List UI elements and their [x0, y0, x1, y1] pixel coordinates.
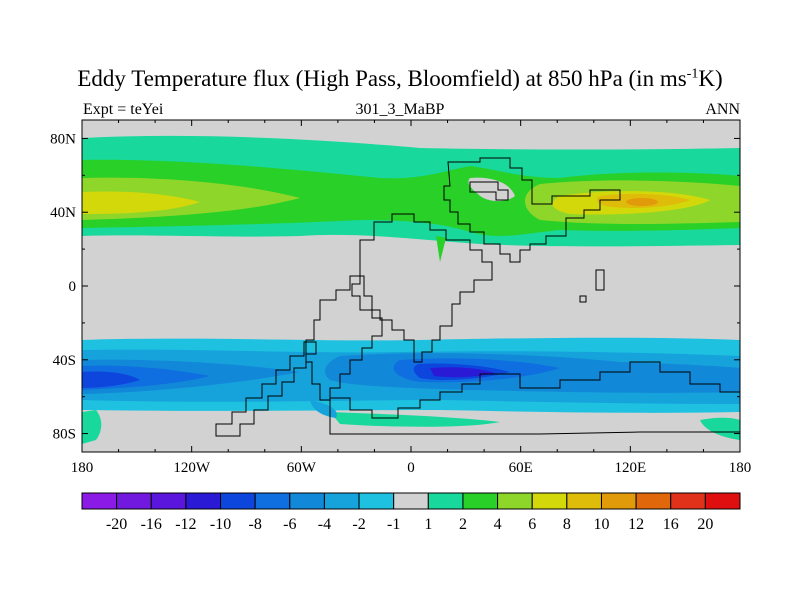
colorbar-swatch — [323, 492, 360, 510]
colorbar-label: -6 — [283, 516, 296, 533]
y-tick-label: 40S — [53, 353, 76, 369]
sh-band-m10 — [430, 367, 495, 378]
africa-outline — [351, 213, 493, 363]
y-tick-label: 80S — [53, 427, 76, 443]
colorbar-swatch — [289, 492, 325, 510]
colorbar-swatch — [531, 492, 568, 510]
colorbar-label: 2 — [459, 516, 467, 533]
colorbar-swatch — [635, 492, 672, 510]
nh-green-spike — [436, 236, 446, 262]
colorbar-label: 12 — [628, 516, 644, 533]
colorbar-label: -20 — [106, 516, 127, 533]
colorbar-label: 4 — [494, 516, 502, 533]
x-tick-label: 120E — [614, 460, 646, 476]
x-tick-label: 180 — [729, 460, 752, 476]
interior-pocket-outline — [469, 181, 509, 201]
x-tick-label: 60E — [509, 460, 533, 476]
colorbar-label: -10 — [210, 516, 231, 533]
colorbar: -20 -16 -12 -10 -8 -6 -4 -2 -1 1 2 4 6 8 10 12 16 20 — [81, 492, 741, 533]
x-tick-label: 180 — [71, 460, 94, 476]
colorbar-label: 1 — [424, 516, 432, 533]
axes: 180 120W 60W 0 60E 120E 180 80N 40N 0 40S 80S — [50, 120, 751, 476]
colorbar-label: -16 — [141, 516, 162, 533]
y-tick-label: 80N — [50, 131, 76, 147]
colorbar-swatch — [393, 492, 429, 510]
colorbar-label: 10 — [593, 516, 609, 533]
colorbar-swatch — [220, 492, 256, 510]
colorbar-swatch — [670, 492, 706, 510]
colorbar-swatch — [497, 492, 533, 510]
chart-title: Eddy Temperature flux (High Pass, Bloomf… — [0, 66, 800, 92]
x-tick-label: 0 — [407, 460, 415, 476]
colorbar-label: 6 — [528, 516, 536, 533]
nh-gray-pocket — [468, 177, 515, 202]
colorbar-swatch — [358, 492, 395, 510]
title-main: Eddy Temperature flux (High Pass, Bloomf… — [77, 66, 687, 91]
x-tick-label: 120W — [173, 460, 211, 476]
eurasia-outline — [443, 157, 621, 263]
colorbar-label: -4 — [318, 516, 331, 533]
y-tick-label: 0 — [69, 279, 77, 295]
colorbar-label: -2 — [352, 516, 365, 533]
y-tick-label: 40N — [50, 205, 76, 221]
island-outline — [579, 269, 605, 303]
colorbar-label: -1 — [387, 516, 400, 533]
colorbar-swatch — [81, 492, 118, 510]
colorbar-swatch — [116, 492, 152, 510]
colorbar-label: -8 — [248, 516, 261, 533]
title-end: K) — [698, 66, 723, 91]
sh-band-m8 — [82, 363, 510, 388]
experiment-label: Expt = teYei — [83, 101, 164, 118]
colorbar-swatch — [704, 492, 741, 510]
colorbar-label: 16 — [663, 516, 679, 533]
colorbar-swatch — [185, 492, 222, 510]
colorbar-swatch — [462, 492, 499, 510]
nh-band-8 — [82, 191, 710, 215]
x-tick-label: 60W — [287, 460, 317, 476]
colorbar-label: 8 — [563, 516, 571, 533]
colorbar-swatch — [254, 492, 291, 510]
colorbar-swatch — [427, 492, 464, 510]
run-id-label: 301_3_MaBP — [355, 101, 445, 118]
season-label: ANN — [705, 101, 740, 118]
antarctic-positive — [82, 410, 740, 444]
nh-band-12 — [626, 198, 658, 206]
colorbar-swatch — [600, 492, 637, 510]
colorbar-swatch — [566, 492, 602, 510]
colorbar-label: -12 — [175, 516, 196, 533]
colorbar-swatch — [150, 492, 187, 510]
colorbar-label: 20 — [697, 516, 713, 533]
contour-fields — [82, 120, 740, 452]
title-superscript: -1 — [686, 66, 699, 82]
